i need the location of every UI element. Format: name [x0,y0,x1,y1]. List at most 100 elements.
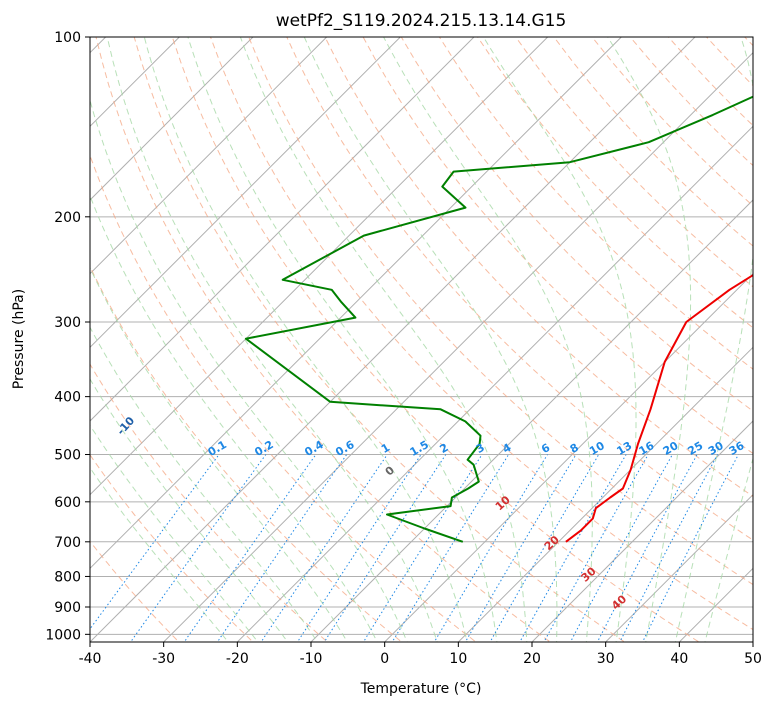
moist-adiabat-line [187,37,498,642]
mixing-ratio-line [464,454,577,642]
isotherm-line [752,641,753,642]
mixing-ratio-label: 0.1 [206,438,229,459]
dry-adiabat-line [438,37,753,370]
moist-adiabat-line [383,37,593,642]
x-tick-label: 50 [744,651,762,667]
sounding-profiles [244,95,753,543]
dry-adiabat-label: -10 [114,414,137,438]
y-tick-label: 900 [54,600,81,616]
isotherm-line [678,567,753,642]
dry-adiabat-line [90,363,329,642]
moist-adiabat-label: 10 [493,493,513,513]
dry-adiabat-line [706,37,753,87]
dry-adiabat-lines [90,37,753,642]
mixing-ratio-label: 36 [727,439,747,458]
mixing-ratio-line [90,454,220,630]
y-tick-label: 500 [54,448,81,464]
temperature-profile-line [565,273,753,543]
moist-adiabat-label: 30 [579,564,599,584]
dry-adiabat-line [591,37,753,207]
mixing-ratio-line [216,454,348,642]
mixing-ratio-label: 30 [706,439,726,458]
dry-adiabat-line [90,453,254,642]
dry-adiabat-line [133,37,626,642]
dry-adiabat-line [90,153,477,642]
y-tick-label: 100 [54,30,81,46]
plot-area: 0.10.20.40.611.52346810131620253036-100-… [90,37,753,642]
mixing-ratio-line [596,454,698,642]
moist-adiabat-line [90,467,229,642]
dry-adiabat-line [248,37,753,586]
dry-adiabat-line [477,37,753,329]
isotherm-line [457,346,753,642]
mixing-ratio-line [183,454,317,642]
dry-adiabat-line [286,37,753,541]
isotherm-line [531,420,753,642]
y-tick-label: 400 [54,390,81,406]
mixing-ratio-label: 10 [587,439,607,458]
chart-title: wetPf2_S119.2024.215.13.14.G15 [276,11,567,31]
dry-adiabat-line [90,540,180,642]
moist-adiabat-line [90,98,408,642]
isotherm-line [310,199,753,642]
x-tick-label: 0 [380,651,389,667]
isotherm-line [90,37,401,349]
pressure-gridlines [90,37,753,635]
x-tick-label: 20 [523,651,541,667]
dry-adiabat-line [324,37,753,498]
moist-adiabat-lines [90,37,753,642]
mixing-ratio-label: 3 [474,441,487,456]
dry-adiabat-line [95,37,552,642]
moist-adiabat-line [90,326,319,642]
x-tick-label: 30 [597,651,615,667]
moist-adiabat-line [90,378,289,642]
y-axis-label: Pressure (hPa) [11,289,27,389]
moist-adiabat-line [482,37,637,642]
mixing-ratio-line [619,454,719,642]
mixing-ratio-line [642,454,739,642]
moist-adiabat-line [90,194,378,642]
mixing-ratio-line [362,454,483,642]
moist-adiabat-line [704,456,753,642]
y-tick-label: 300 [54,315,81,331]
isotherm-line [163,51,753,642]
dry-adiabat-line [400,37,753,412]
y-tick-label: 600 [54,495,81,511]
mixing-ratio-line [569,454,673,642]
x-tick-label: -30 [152,651,175,667]
x-axis-ticks: -40 -30 -20 -10 0 10 20 30 40 50 [79,642,762,667]
mixing-ratio-label: 2 [438,441,451,456]
mixing-ratio-label: 0.6 [333,438,357,459]
isotherm-line [90,37,254,201]
x-tick-label: -10 [300,651,323,667]
x-tick-label: 10 [449,651,467,667]
y-axis-ticks: 100 200 300 400 500 600 700 800 900 1000 [45,30,90,643]
isotherm-line [90,37,475,422]
mixing-ratio-line [323,454,447,642]
moist-adiabat-line [674,37,753,642]
y-tick-label: 200 [54,210,81,226]
y-tick-label: 1000 [45,627,81,643]
x-tick-label: 40 [670,651,688,667]
mixing-ratio-line [129,454,267,642]
x-axis-label: Temperature (°C) [360,681,482,697]
moist-adiabat-line [607,37,692,642]
moist-adiabat-line [303,37,558,642]
dry-adiabat-line [744,37,753,47]
y-tick-label: 800 [54,569,81,585]
dry-adiabat-line [515,37,753,288]
mixing-ratio-line [296,454,422,642]
moist-adiabat-label: 0 [383,463,398,478]
x-tick-label: -20 [226,651,249,667]
moist-adiabat-line [90,424,259,642]
isotherm-line [90,37,328,275]
x-tick-label: -40 [79,651,102,667]
mixing-ratio-label: 6 [539,441,552,456]
dry-adiabat-line [90,265,403,642]
moist-adiabat-line [143,37,468,642]
isotherm-line [384,272,753,642]
isotherm-line [90,37,696,642]
moist-adiabat-line [90,266,348,642]
mixing-ratio-label: 1.5 [408,438,431,459]
